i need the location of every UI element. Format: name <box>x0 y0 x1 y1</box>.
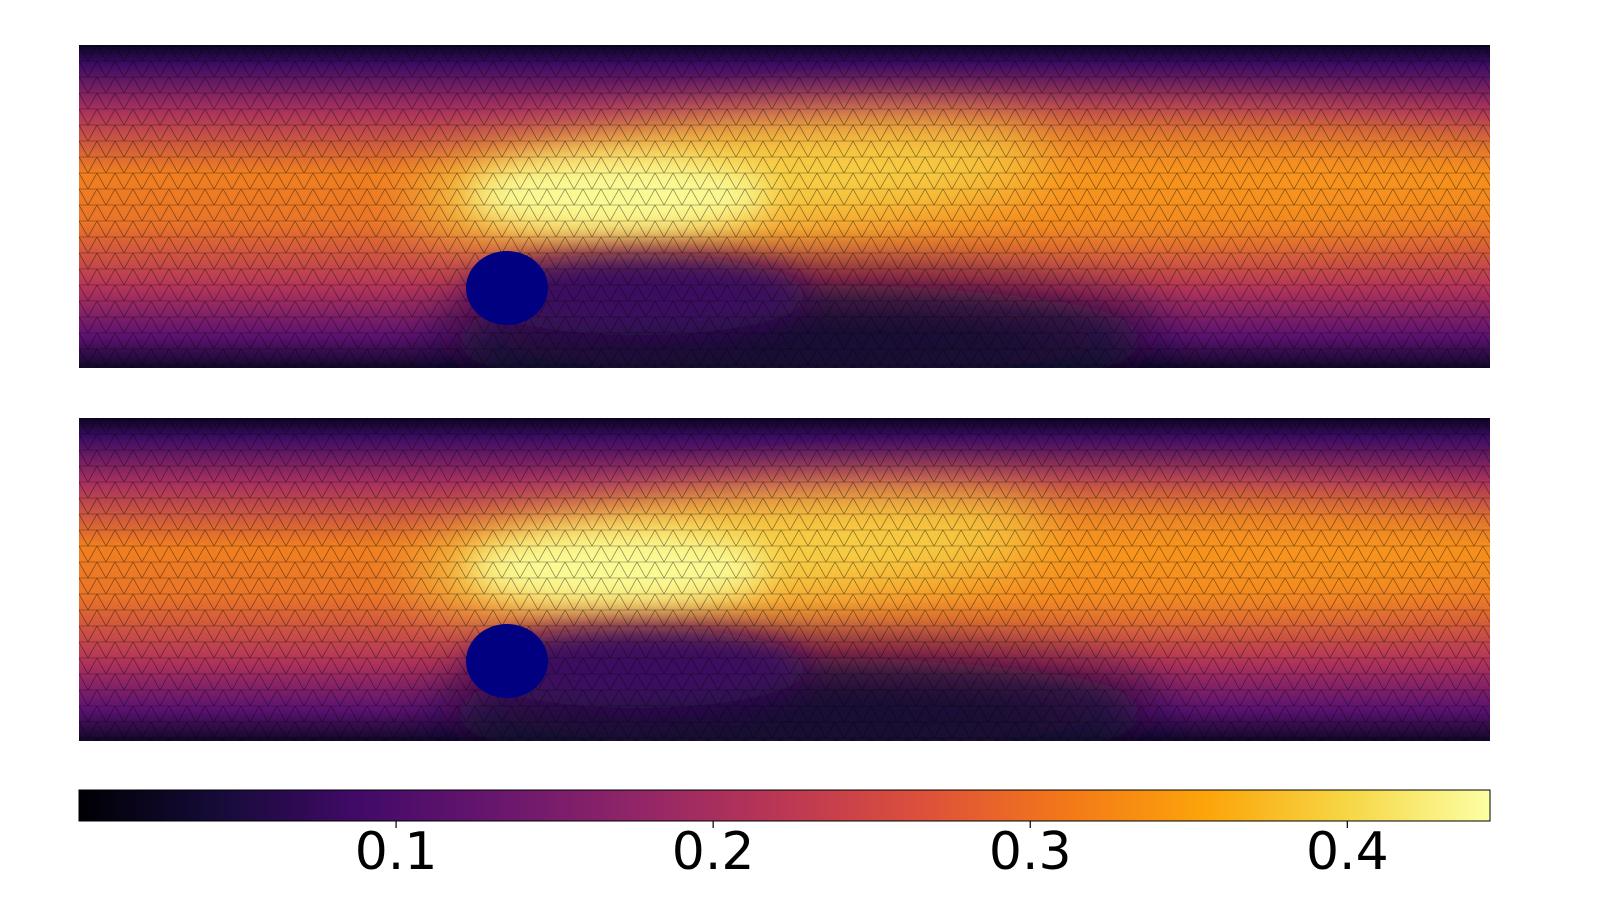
tick-label: 0.4 <box>1306 822 1389 882</box>
field-panel-top <box>79 45 1549 395</box>
colorbar-body <box>78 789 1491 822</box>
tick-label: 0.1 <box>355 822 438 882</box>
colorbar: 0.1 0.2 0.3 0.4 <box>78 789 1491 882</box>
tick-label: 0.3 <box>989 822 1072 882</box>
tick-label: 0.2 <box>672 822 755 882</box>
field-panel-bottom <box>79 418 1549 768</box>
